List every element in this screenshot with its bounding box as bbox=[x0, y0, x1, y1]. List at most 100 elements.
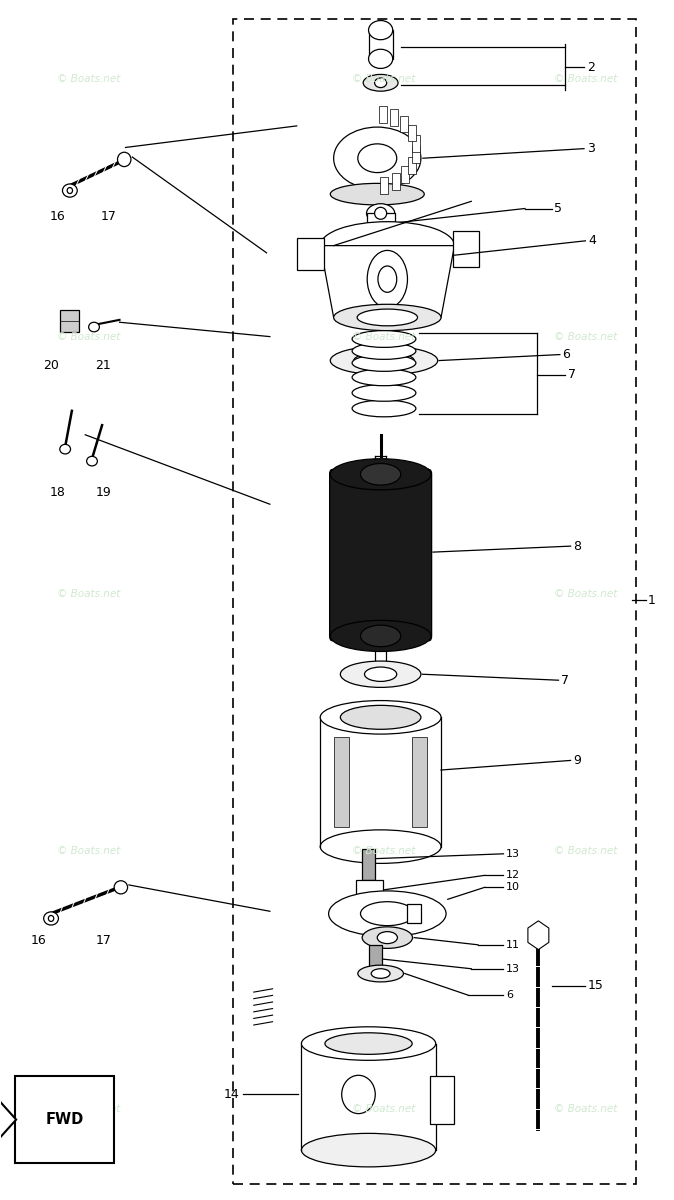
Bar bbox=[392, 173, 400, 190]
Bar bbox=[412, 737, 427, 827]
Ellipse shape bbox=[67, 187, 73, 193]
Ellipse shape bbox=[371, 26, 391, 43]
Text: 8: 8 bbox=[574, 540, 581, 553]
Text: 16: 16 bbox=[31, 934, 47, 947]
Text: © Boats.net: © Boats.net bbox=[57, 1104, 121, 1114]
Text: © Boats.net: © Boats.net bbox=[353, 846, 416, 857]
Ellipse shape bbox=[330, 184, 424, 205]
Ellipse shape bbox=[361, 901, 415, 925]
Ellipse shape bbox=[334, 305, 441, 331]
Text: © Boats.net: © Boats.net bbox=[57, 846, 121, 857]
Text: FWD: FWD bbox=[45, 1112, 84, 1127]
Text: © Boats.net: © Boats.net bbox=[353, 1104, 416, 1114]
Text: 1: 1 bbox=[648, 594, 656, 606]
Text: © Boats.net: © Boats.net bbox=[553, 331, 617, 342]
Text: 21: 21 bbox=[95, 359, 111, 372]
Bar bbox=[412, 136, 420, 152]
Ellipse shape bbox=[378, 266, 397, 293]
Text: 6: 6 bbox=[563, 348, 570, 361]
Ellipse shape bbox=[89, 323, 99, 332]
Text: © Boats.net: © Boats.net bbox=[553, 74, 617, 84]
Ellipse shape bbox=[367, 204, 395, 223]
Text: 12: 12 bbox=[506, 870, 520, 881]
Text: © Boats.net: © Boats.net bbox=[353, 331, 416, 342]
Text: 13: 13 bbox=[506, 848, 520, 859]
Ellipse shape bbox=[352, 384, 416, 401]
Ellipse shape bbox=[87, 456, 97, 466]
Ellipse shape bbox=[330, 346, 437, 374]
Ellipse shape bbox=[375, 78, 387, 88]
Text: © Boats.net: © Boats.net bbox=[353, 74, 416, 84]
Polygon shape bbox=[320, 246, 454, 318]
Ellipse shape bbox=[367, 251, 408, 308]
Ellipse shape bbox=[301, 1027, 435, 1061]
Ellipse shape bbox=[361, 625, 401, 647]
Bar bbox=[369, 944, 382, 973]
Text: © Boats.net: © Boats.net bbox=[553, 1104, 617, 1114]
Text: 20: 20 bbox=[43, 359, 59, 372]
Bar bbox=[362, 850, 375, 880]
Text: 10: 10 bbox=[506, 882, 520, 893]
Text: 19: 19 bbox=[95, 486, 111, 499]
Text: 14: 14 bbox=[224, 1088, 240, 1100]
Ellipse shape bbox=[330, 458, 431, 490]
Ellipse shape bbox=[362, 926, 412, 948]
Text: 5: 5 bbox=[555, 202, 563, 215]
Bar bbox=[380, 176, 388, 193]
Ellipse shape bbox=[340, 706, 421, 730]
Polygon shape bbox=[528, 920, 549, 949]
FancyBboxPatch shape bbox=[330, 469, 431, 641]
Ellipse shape bbox=[63, 184, 78, 197]
Ellipse shape bbox=[358, 965, 404, 982]
Bar bbox=[408, 157, 417, 174]
Bar bbox=[408, 125, 416, 142]
Bar bbox=[357, 880, 384, 906]
Ellipse shape bbox=[330, 620, 431, 652]
Text: 3: 3 bbox=[586, 142, 594, 155]
Ellipse shape bbox=[358, 144, 397, 173]
Ellipse shape bbox=[301, 1133, 435, 1166]
Ellipse shape bbox=[49, 916, 54, 922]
Bar bbox=[401, 167, 409, 184]
Polygon shape bbox=[0, 1096, 16, 1144]
Bar bbox=[15, 1076, 114, 1163]
Ellipse shape bbox=[320, 701, 441, 734]
Text: © Boats.net: © Boats.net bbox=[553, 846, 617, 857]
Bar bbox=[430, 1076, 454, 1124]
Ellipse shape bbox=[367, 238, 395, 257]
Bar bbox=[297, 239, 324, 270]
Ellipse shape bbox=[371, 968, 390, 978]
Ellipse shape bbox=[375, 208, 387, 220]
Bar bbox=[334, 737, 349, 827]
Text: 7: 7 bbox=[568, 368, 576, 382]
Ellipse shape bbox=[365, 667, 397, 682]
Text: 11: 11 bbox=[506, 940, 520, 950]
Text: 17: 17 bbox=[95, 934, 111, 947]
Bar bbox=[367, 214, 395, 247]
Ellipse shape bbox=[369, 49, 393, 68]
Text: © Boats.net: © Boats.net bbox=[57, 74, 121, 84]
Ellipse shape bbox=[334, 127, 421, 190]
Text: © Boats.net: © Boats.net bbox=[57, 331, 121, 342]
Ellipse shape bbox=[369, 20, 393, 40]
Text: 16: 16 bbox=[50, 210, 65, 223]
Ellipse shape bbox=[352, 354, 416, 371]
Text: © Boats.net: © Boats.net bbox=[57, 589, 121, 599]
Text: 13: 13 bbox=[506, 964, 520, 973]
Bar bbox=[390, 109, 398, 126]
Ellipse shape bbox=[320, 222, 454, 270]
Ellipse shape bbox=[342, 1075, 375, 1114]
Text: 7: 7 bbox=[561, 673, 569, 686]
Bar bbox=[408, 904, 421, 923]
Ellipse shape bbox=[340, 661, 421, 688]
Text: 18: 18 bbox=[50, 486, 65, 499]
Ellipse shape bbox=[352, 400, 416, 416]
Ellipse shape bbox=[352, 331, 416, 347]
Ellipse shape bbox=[354, 352, 415, 368]
Ellipse shape bbox=[320, 830, 441, 863]
Ellipse shape bbox=[60, 444, 71, 454]
Bar bbox=[412, 146, 420, 163]
Ellipse shape bbox=[329, 890, 446, 936]
Ellipse shape bbox=[357, 310, 418, 326]
Text: 15: 15 bbox=[588, 979, 604, 992]
